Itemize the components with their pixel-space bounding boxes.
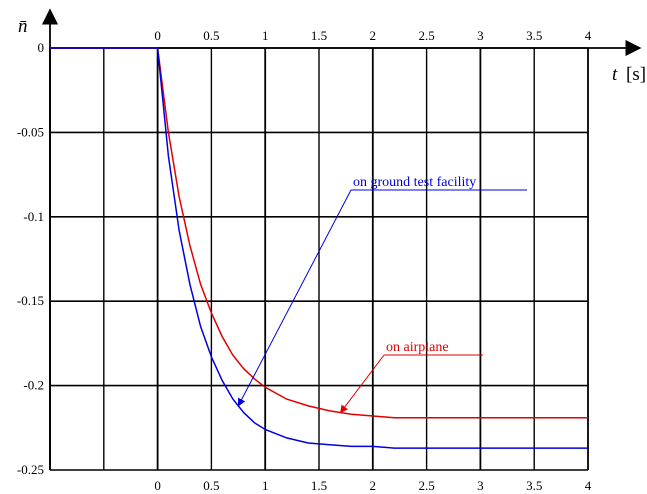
annotation-label: on ground test facility: [353, 175, 476, 190]
annotations: on ground test facility on airplane: [237, 175, 527, 414]
series-line-on-airplane: [50, 47, 588, 419]
x-tick-label-top: 3.5: [526, 28, 542, 43]
y-tick-label: -0.1: [23, 209, 44, 224]
tick-labels: 0 0 0.5 0.5 1 1 1.5 1.5 2 2 2.5 2.5 3 3 3.5 3.5 4 4 0 -0.05…: [17, 28, 592, 493]
x-tick-label-bottom: 0.5: [203, 478, 219, 493]
y-tick-label: -0.15: [17, 293, 44, 308]
x-axis-label-unit: [s]: [626, 64, 646, 85]
x-tick-label-top: 2: [370, 28, 377, 43]
axes: [41, 8, 642, 470]
annotation-label: on airplane: [386, 340, 449, 355]
grid: [49, 47, 589, 471]
x-tick-label-top: 0: [154, 28, 161, 43]
x-tick-label-bottom: 0: [154, 478, 161, 493]
x-tick-label-top: 1: [262, 28, 269, 43]
x-tick-label-bottom: 2.5: [418, 478, 434, 493]
series-line-on-ground-test-facility: [50, 47, 588, 449]
x-axis-label-var: t: [612, 64, 618, 85]
series-lines: [50, 47, 588, 449]
x-axis-label: t [s]: [612, 64, 646, 85]
x-tick-label-bottom: 1.5: [311, 478, 327, 493]
x-tick-label-bottom: 3: [477, 478, 484, 493]
x-tick-label-bottom: 4: [585, 478, 592, 493]
y-tick-label: -0.05: [17, 124, 44, 139]
annotation-arrow: [340, 354, 385, 414]
x-tick-label-top: 2.5: [418, 28, 434, 43]
x-tick-label-top: 4: [585, 28, 592, 43]
x-tick-label-bottom: 3.5: [526, 478, 542, 493]
y-tick-label: 0: [38, 40, 45, 55]
x-tick-label-top: 3: [477, 28, 484, 43]
y-axis-label: n̄: [18, 16, 28, 37]
y-tick-label: -0.2: [23, 378, 44, 393]
annotation-arrow: [237, 189, 352, 407]
x-tick-label-top: 1.5: [311, 28, 327, 43]
x-tick-label-bottom: 1: [262, 478, 269, 493]
x-tick-label-bottom: 2: [370, 478, 377, 493]
y-tick-label: -0.25: [17, 462, 44, 477]
x-tick-label-top: 0.5: [203, 28, 219, 43]
